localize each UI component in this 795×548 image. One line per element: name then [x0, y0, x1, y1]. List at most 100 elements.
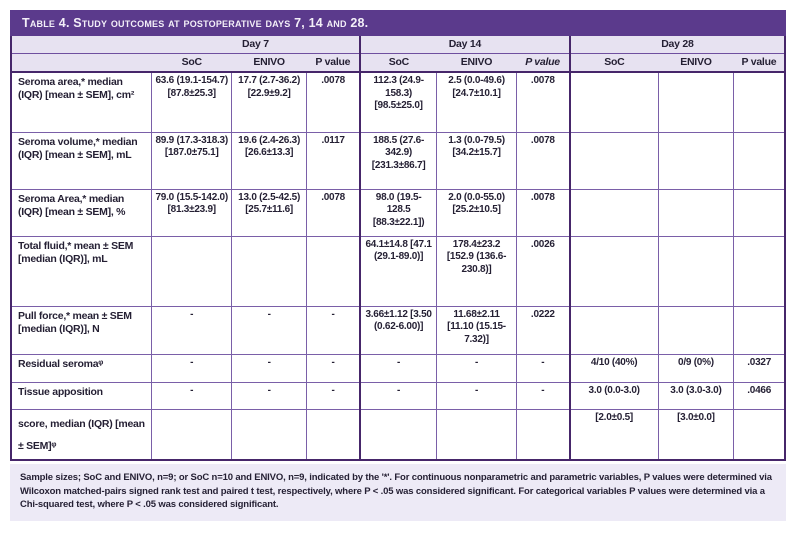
table-cell [657, 305, 735, 355]
table-cell: - [231, 305, 308, 355]
table-cell [733, 71, 786, 133]
table-cell [657, 235, 735, 307]
col-soc-day14: SoC [359, 53, 437, 74]
table-cell: .0327 [733, 353, 786, 383]
table-cell: - [306, 305, 361, 355]
table-cell [733, 188, 786, 237]
table-row: Seroma Area,* median (IQR) [mean ± SEM],… [10, 188, 786, 237]
table-cell: - [515, 381, 571, 410]
row-label: Residual seromaᵠ [10, 353, 153, 383]
table-cell: - [231, 353, 308, 383]
table-row: Residual seromaᵠ - - - - - -4/10 (40%) 0/9 (0%)… [10, 353, 786, 383]
table-cell: 2.5 (0.0-49.6) [24.7±10.1] [436, 71, 517, 133]
table-cell: .0466 [733, 381, 786, 410]
table-cell: - [515, 353, 571, 383]
table-row: Seroma area,* median (IQR) [mean ± SEM],… [10, 71, 786, 133]
table-cell: 3.66±1.12 [3.50 (0.62-6.00)] [359, 305, 438, 355]
table-title: Table 4. Study outcomes at postoperative… [22, 16, 369, 30]
table-cell: 79.0 (15.5-142.0) [81.3±23.9] [151, 188, 233, 237]
row-label: Seroma volume,* median (IQR) [mean ± SEM… [10, 131, 153, 190]
col-pvalue-day7: P value [306, 53, 361, 74]
table-cell: .0078 [515, 71, 571, 133]
table-cell: - [151, 305, 233, 355]
table-cell: 13.0 (2.5-42.5) [25.7±11.6] [231, 188, 308, 237]
table-cell: 3.0 (0.0-3.0) [568, 381, 659, 410]
table-cell: - [306, 381, 361, 410]
table-cell: 98.0 (19.5-128.5 [88.3±22.1]) [359, 188, 438, 237]
table-cell [568, 71, 659, 133]
table-cell: .0117 [306, 131, 361, 190]
table-cell: 0/9 (0%) [657, 353, 735, 383]
col-soc-day7: SoC [151, 53, 232, 74]
table-cell: .0078 [515, 131, 571, 190]
table-cell [733, 305, 786, 355]
table-cell [568, 235, 659, 307]
col-enivo-day28: ENIVO [658, 53, 734, 74]
table-cell: 11.68±2.11 [11.10 (15.15-7.32)] [436, 305, 517, 355]
table-cell: 63.6 (19.1-154.7) [87.8±25.3] [151, 71, 233, 133]
table-cell: - [151, 381, 233, 410]
table-cell: - [231, 381, 308, 410]
row-label: Pull force,* mean ± SEM [median (IQR)], … [10, 305, 153, 355]
table-cell [231, 235, 308, 307]
day-group-row: Day 7 Day 14 Day 28 [11, 36, 785, 55]
row-label: Total fluid,* mean ± SEM [median (IQR)],… [10, 235, 153, 307]
table-cell: 4/10 (40%) [568, 353, 659, 383]
table-cell: - [359, 381, 438, 410]
group-day7: Day 7 [151, 36, 361, 55]
table-title-bar: Table 4. Study outcomes at postoperative… [10, 10, 786, 36]
row-label: Seroma area,* median (IQR) [mean ± SEM],… [10, 71, 153, 133]
col-enivo-day14: ENIVO [436, 53, 517, 74]
table-cell: - [151, 353, 233, 383]
table-cell: - [436, 353, 517, 383]
table-cell: 89.9 (17.3-318.3) [187.0±75.1] [151, 131, 233, 190]
table-cell [436, 408, 517, 461]
table-cell: [3.0±0.0] [657, 408, 735, 461]
footnote: Sample sizes; SoC and ENIVO, n=9; or SoC… [10, 463, 786, 522]
table-cell: .0222 [515, 305, 571, 355]
table-cell [151, 408, 233, 461]
table-cell: 1.3 (0.0-79.5) [34.2±15.7] [436, 131, 517, 190]
table-cell: 3.0 (3.0-3.0) [657, 381, 735, 410]
col-soc-day28: SoC [568, 53, 658, 74]
table-cell [306, 235, 361, 307]
table-cell [306, 408, 361, 461]
table-cell [733, 131, 786, 190]
table-cell: 17.7 (2.7-36.2) [22.9±9.2] [231, 71, 308, 133]
page: Table 4. Study outcomes at postoperative… [10, 10, 786, 522]
table-cell: - [436, 381, 517, 410]
table-cell: 112.3 (24.9-158.3) [98.5±25.0] [359, 71, 438, 133]
table-row: Pull force,* mean ± SEM [median (IQR)], … [10, 305, 786, 355]
table-cell [359, 408, 438, 461]
table-cell [733, 235, 786, 307]
table-cell [515, 408, 571, 461]
table-header: Day 7 Day 14 Day 28 SoC ENIVO P value So… [11, 36, 785, 74]
table-row: Seroma volume,* median (IQR) [mean ± SEM… [10, 131, 786, 190]
table-row: score, median (IQR) [mean ± SEM]ᵠ [2.0±0.… [10, 408, 786, 461]
table-cell: .0026 [515, 235, 571, 307]
group-day28: Day 28 [568, 36, 785, 55]
table-cell: [2.0±0.5] [568, 408, 659, 461]
table-cell [568, 305, 659, 355]
table-cell [733, 408, 786, 461]
row-label: Seroma Area,* median (IQR) [mean ± SEM],… [10, 188, 153, 237]
table-cell: .0078 [306, 188, 361, 237]
table-body: Seroma area,* median (IQR) [mean ± SEM],… [10, 71, 786, 461]
table-cell: - [359, 353, 438, 383]
outcomes-table: Day 7 Day 14 Day 28 SoC ENIVO P value So… [10, 36, 786, 461]
table-cell: .0078 [306, 71, 361, 133]
group-day14: Day 14 [359, 36, 570, 55]
table-cell: 19.6 (2.4-26.3) [26.6±13.3] [231, 131, 308, 190]
row-label: score, median (IQR) [mean ± SEM]ᵠ [10, 408, 153, 461]
table-cell: 178.4±23.2 [152.9 (136.6-230.8)] [436, 235, 517, 307]
table-cell [657, 131, 735, 190]
table-cell: - [306, 353, 361, 383]
table-cell: 188.5 (27.6-342.9) [231.3±86.7] [359, 131, 438, 190]
subheader-row: SoC ENIVO P value SoC ENIVO P value SoC … [11, 53, 785, 74]
table-cell [657, 188, 735, 237]
row-label: Tissue apposition [10, 381, 153, 410]
table-cell: 2.0 (0.0-55.0) [25.2±10.5] [436, 188, 517, 237]
header-stub [11, 53, 152, 74]
table-cell [568, 131, 659, 190]
col-pvalue-day14: P value [516, 53, 570, 74]
